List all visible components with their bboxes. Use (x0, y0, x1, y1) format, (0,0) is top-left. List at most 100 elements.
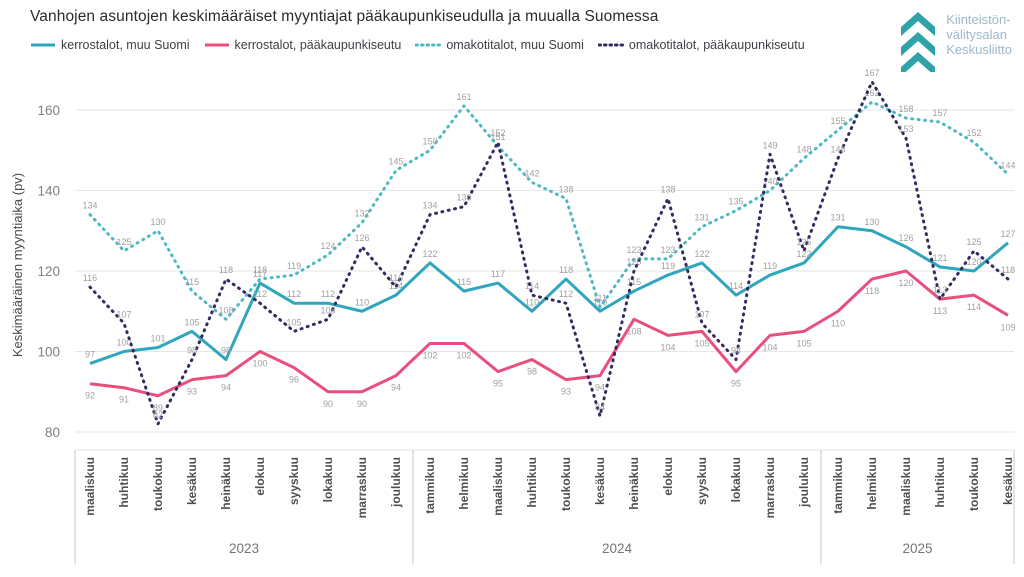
data-label: 153 (898, 124, 913, 134)
month-label: syyskuu (695, 457, 709, 505)
data-label: 108 (218, 305, 233, 315)
data-label: 98 (527, 367, 537, 377)
data-label: 109 (1000, 322, 1015, 332)
legend-swatch-icon (204, 43, 229, 47)
month-label: joulukuu (389, 457, 403, 508)
svg-text:120: 120 (37, 264, 60, 279)
data-label: 162 (864, 88, 879, 98)
data-label: 140 (762, 177, 777, 187)
data-label: 125 (966, 237, 981, 247)
data-label: 94 (391, 383, 401, 393)
data-label: 117 (253, 269, 267, 279)
data-label: 122 (796, 249, 811, 259)
legend-item-0[interactable]: kerrostalot, muu Suomi (30, 38, 190, 52)
data-label: 118 (559, 265, 573, 275)
data-label: 112 (559, 289, 573, 299)
data-label: 122 (422, 249, 437, 259)
month-label: lokakuu (321, 457, 335, 502)
data-label: 110 (525, 297, 539, 307)
data-label: 104 (660, 342, 675, 352)
data-label: 148 (796, 144, 811, 154)
month-label: heinäkuu (219, 457, 233, 510)
data-label: 95 (493, 379, 503, 389)
data-label: 136 (456, 193, 471, 203)
legend-swatch-icon (415, 43, 442, 47)
x-axis: 2023 2024 2025 maaliskuu huhtikuu toukokuu kes… (74, 449, 1015, 564)
data-label: 114 (525, 281, 539, 291)
legend-item-2[interactable]: omakotitalot, muu Suomi (415, 38, 584, 52)
data-label: 112 (287, 289, 301, 299)
series-1: 92 91 89 93 94 100 96 90 90 94 102 102 95 98 93 94 108 10… (85, 269, 1016, 413)
month-label: toukokuu (559, 457, 573, 511)
data-label: 134 (82, 201, 97, 211)
data-label: 108 (320, 305, 335, 315)
month-label: huhtikuu (933, 457, 947, 508)
data-label: 135 (728, 197, 743, 207)
data-label: 152 (490, 128, 505, 138)
data-label: 127 (1000, 229, 1015, 239)
month-label: elokuu (253, 457, 267, 496)
data-label: 84 (595, 402, 605, 412)
data-label: 117 (491, 269, 505, 279)
data-label: 108 (626, 326, 641, 336)
data-label: 116 (83, 273, 97, 283)
data-label: 107 (694, 309, 709, 319)
month-label: maaliskuu (899, 457, 913, 516)
data-label: 113 (933, 285, 947, 295)
svg-text:100: 100 (37, 345, 60, 360)
data-label: 130 (150, 217, 165, 227)
data-label: 120 (966, 257, 981, 267)
data-label: 92 (85, 391, 95, 401)
data-label: 94 (595, 383, 605, 393)
month-label: marraskuu (355, 457, 369, 518)
month-label: lokakuu (729, 457, 743, 502)
data-label: 138 (558, 185, 573, 195)
data-label: 118 (253, 265, 267, 275)
data-label: 126 (898, 233, 913, 243)
data-label: 102 (456, 350, 471, 360)
data-label: 115 (627, 277, 641, 287)
legend-item-3[interactable]: omakotitalot, pääkaupunkiseutu (597, 38, 805, 52)
data-label: 134 (422, 201, 437, 211)
data-label: 96 (289, 375, 299, 385)
month-label: syyskuu (287, 457, 301, 505)
data-label: 125 (116, 237, 131, 247)
data-label: 110 (355, 297, 369, 307)
data-label: 148 (830, 144, 845, 154)
data-label: 90 (357, 399, 367, 409)
data-label: 98 (187, 346, 197, 356)
data-label: 102 (422, 350, 437, 360)
data-label: 93 (187, 387, 197, 397)
data-label: 89 (153, 403, 163, 413)
kvkl-chevrons-icon (901, 12, 936, 72)
data-label: 105 (184, 317, 199, 327)
month-label: toukokuu (967, 457, 981, 511)
data-label: 149 (762, 140, 777, 150)
month-label: huhtikuu (117, 457, 131, 508)
data-label: 98 (221, 346, 231, 356)
data-label: 98 (731, 346, 741, 356)
data-label: 167 (864, 68, 879, 78)
month-label: heinäkuu (627, 457, 641, 510)
logo-line-1: Kiinteistön- (946, 12, 1011, 27)
data-label: 111 (593, 293, 607, 303)
data-label: 112 (253, 289, 267, 299)
year-label: 2023 (229, 541, 259, 556)
data-label: 100 (252, 359, 267, 369)
month-label: tammikuu (831, 457, 845, 514)
data-label: 155 (830, 116, 845, 126)
data-label: 131 (830, 213, 845, 223)
legend-label: omakotitalot, muu Suomi (446, 38, 584, 52)
data-label: 151 (490, 132, 505, 142)
data-label: 118 (865, 286, 879, 296)
data-label: 138 (660, 185, 675, 195)
page-title: Vanhojen asuntojen keskimääräiset myynti… (30, 8, 659, 25)
data-label: 115 (457, 277, 471, 287)
data-label: 124 (320, 241, 335, 251)
data-label: 110 (831, 318, 845, 328)
data-label: 115 (185, 277, 199, 287)
legend-item-1[interactable]: kerrostalot, pääkaupunkiseutu (204, 38, 401, 52)
year-label: 2024 (602, 541, 633, 556)
